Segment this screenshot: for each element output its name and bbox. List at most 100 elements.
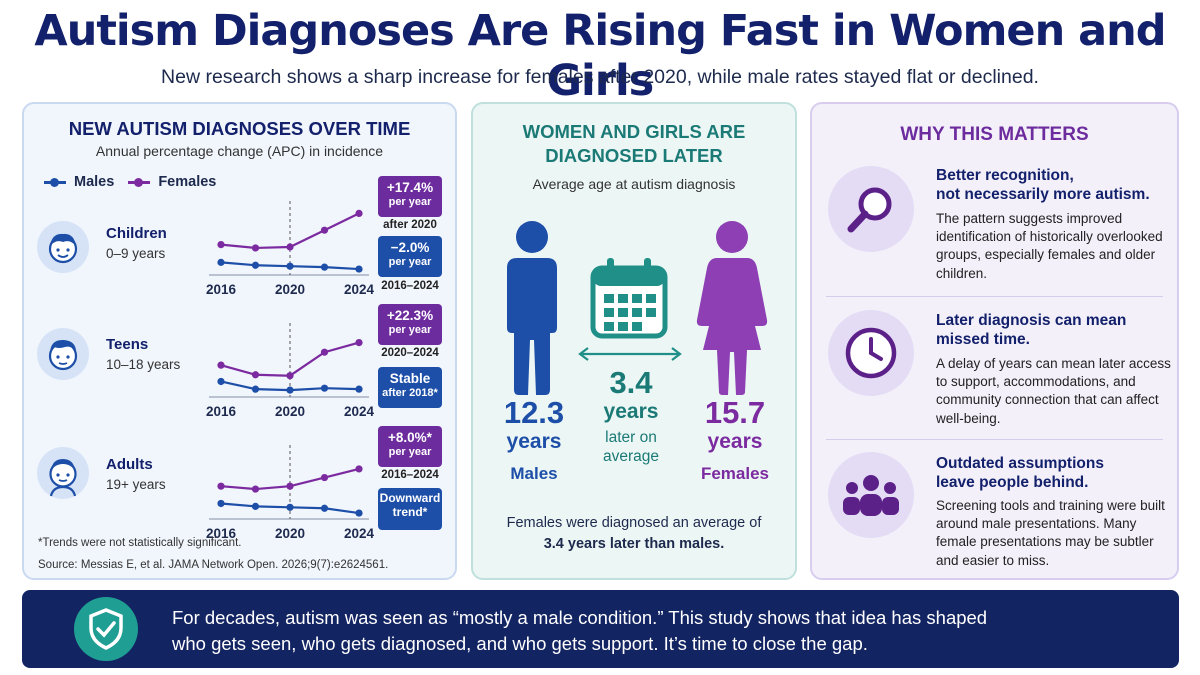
adults-male-badge: Downward trend* xyxy=(378,488,442,530)
badge-unit: trend* xyxy=(392,504,428,519)
group-label-children: Children xyxy=(106,225,167,242)
data-point-males xyxy=(320,504,329,512)
data-point-females xyxy=(355,339,363,347)
data-point-females xyxy=(320,226,329,234)
data-point-males xyxy=(320,384,329,392)
badge-unit: after 2018* xyxy=(382,386,438,399)
group-range-children: 0–9 years xyxy=(106,246,166,261)
child-face-icon xyxy=(37,221,89,273)
children-female-badge: +17.4% per year xyxy=(378,176,442,217)
source-citation: Source: Messias E, et al. JAMA Network O… xyxy=(38,559,389,571)
why-head-2-line2: missed time. xyxy=(936,331,1030,349)
footnote: *Trends were not statistically significa… xyxy=(38,537,242,549)
legend-females-label: Females xyxy=(158,174,217,190)
data-point-females xyxy=(217,241,225,249)
x-tick-label: 2024 xyxy=(344,404,375,419)
x-tick-label: 2020 xyxy=(275,282,305,297)
why-head-1-line1: Better recognition, xyxy=(936,167,1074,184)
x-tick-label: 2016 xyxy=(206,404,237,419)
data-point-females xyxy=(251,485,260,493)
people-icon xyxy=(828,452,914,538)
data-point-males xyxy=(251,261,260,269)
why-body-3: Screening tools and training were built … xyxy=(936,498,1165,568)
legend-females: Females xyxy=(128,174,216,190)
age-panel: WOMEN AND GIRLS ARE DIAGNOSED LATER Aver… xyxy=(471,102,797,580)
divider xyxy=(826,439,1163,440)
data-point-females xyxy=(355,465,363,473)
children-male-badge: −2.0% per year xyxy=(378,236,442,277)
data-point-females xyxy=(217,361,225,369)
data-point-males xyxy=(251,502,260,510)
calendar-icon xyxy=(590,258,668,339)
males-label: Males xyxy=(510,464,558,483)
x-tick-label: 2020 xyxy=(275,404,305,419)
why-head-2-line1: Later diagnosis can mean xyxy=(936,312,1127,329)
badge-value: Stable xyxy=(389,371,431,386)
females-label: Females xyxy=(700,464,770,483)
double-arrow-icon xyxy=(578,347,682,361)
data-point-females xyxy=(286,243,294,251)
teens-female-caption: 2020–2024 xyxy=(381,347,439,359)
group-range-adults: 19+ years xyxy=(106,477,166,492)
males-age-value: 12.3 xyxy=(503,395,565,430)
divider xyxy=(826,296,1163,297)
data-point-males xyxy=(286,262,294,270)
badge-value: +8.0%* xyxy=(388,430,432,445)
group-label-teens: Teens xyxy=(106,336,149,353)
why-head-1-line2: not necessarily more autism. xyxy=(936,186,1150,204)
age-caption-line2: 3.4 years later than males. xyxy=(543,536,725,553)
males-age-unit: years xyxy=(506,430,562,453)
children-trend-chart: 2016 2020 2024 xyxy=(206,201,375,297)
series-line-females xyxy=(220,212,360,250)
adults-trend-chart: 2016 2020 2024 xyxy=(206,445,375,541)
group-range-teens: 10–18 years xyxy=(106,357,181,372)
data-point-females xyxy=(286,372,294,380)
data-point-females xyxy=(251,371,260,379)
adult-face-icon xyxy=(37,447,89,499)
age-subtitle: Average age at autism diagnosis xyxy=(532,176,736,192)
data-point-males xyxy=(355,265,363,273)
legend-males-label: Males xyxy=(74,174,115,190)
data-point-males xyxy=(217,377,225,386)
legend-males-swatch xyxy=(44,177,66,187)
banner-text: For decades, autism was seen as “mostly … xyxy=(172,605,1162,656)
trends-panel: NEW AUTISM DIAGNOSES OVER TIME Annual pe… xyxy=(22,102,457,580)
gap-note-line2: average xyxy=(602,448,659,465)
teen-face-icon xyxy=(37,328,89,380)
gap-note-line1: later on xyxy=(605,429,657,446)
data-point-males xyxy=(217,258,225,266)
why-head-1: Better recognition, not necessarily more… xyxy=(936,166,1171,205)
age-title-line1: WOMEN AND GIRLS ARE xyxy=(522,121,746,142)
data-point-males xyxy=(217,499,225,508)
data-point-females xyxy=(217,482,225,490)
children-male-caption: 2016–2024 xyxy=(381,280,439,292)
badge-unit: per year xyxy=(388,445,432,458)
data-point-females xyxy=(286,482,294,490)
teens-male-badge: Stable after 2018* xyxy=(378,367,442,408)
children-female-caption: after 2020 xyxy=(383,219,437,231)
male-figure-icon xyxy=(507,221,557,395)
bottom-banner: For decades, autism was seen as “mostly … xyxy=(22,590,1179,668)
data-point-females xyxy=(251,244,260,252)
why-head-3-line1: Outdated assumptions xyxy=(936,455,1104,472)
badge-unit: per year xyxy=(388,255,432,268)
badge-unit: per year xyxy=(388,323,432,336)
shield-check-icon xyxy=(74,597,138,661)
badge-value: +22.3% xyxy=(386,308,434,323)
data-point-females xyxy=(355,209,363,217)
female-figure-icon xyxy=(696,221,768,395)
legend-females-swatch xyxy=(128,177,151,187)
age-caption-line1: Females were diagnosed an average of xyxy=(506,515,762,531)
chart-legend: Males Females xyxy=(44,174,216,190)
females-age-unit: years xyxy=(707,430,763,453)
legend-males: Males xyxy=(44,174,114,190)
why-body-2: A delay of years can mean later access t… xyxy=(936,356,1171,426)
data-point-males xyxy=(286,503,294,511)
teens-trend-chart: 2016 2020 2024 xyxy=(206,323,375,419)
x-tick-label: 2024 xyxy=(344,526,375,541)
why-title: WHY THIS MATTERS xyxy=(900,124,1089,145)
magnifier-icon xyxy=(828,166,914,252)
gap-unit: years xyxy=(603,400,659,423)
why-head-3-line2: leave people behind. xyxy=(936,474,1089,492)
x-tick-label: 2020 xyxy=(275,526,305,541)
